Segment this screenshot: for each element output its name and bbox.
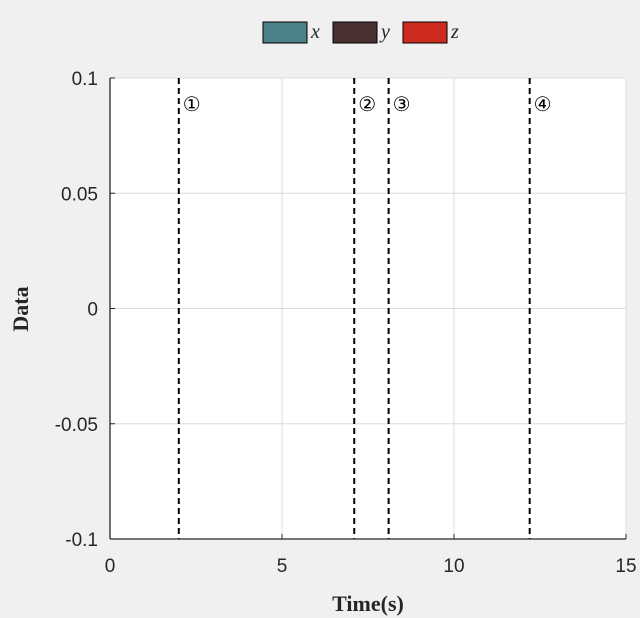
- legend-label: y: [379, 21, 390, 43]
- event-label: ④: [534, 92, 552, 116]
- tick-labels: 0 5 10 15 0.1 0.05 0 -0.05 -0.1: [55, 69, 637, 577]
- legend-label: z: [450, 21, 459, 43]
- legend: x y z: [262, 21, 459, 44]
- event-label: ②: [358, 92, 376, 116]
- y-tick-label: -0.1: [65, 530, 98, 551]
- event-label: ③: [393, 92, 411, 116]
- event-label: ①: [183, 92, 201, 116]
- x-tick-label: 0: [105, 556, 116, 577]
- legend-label: x: [310, 21, 320, 43]
- x-tick-label: 5: [277, 556, 288, 577]
- axes: [109, 77, 627, 540]
- y-tick-label: 0: [87, 300, 98, 321]
- legend-swatch: [402, 21, 448, 44]
- x-tick-label: 15: [615, 556, 636, 577]
- y-axis-title: Data: [8, 286, 33, 331]
- x-tick-label: 10: [443, 556, 464, 577]
- x-axis-title: Time(s): [332, 591, 404, 616]
- y-tick-label: 0.1: [72, 69, 98, 90]
- y-tick-label: 0.05: [61, 184, 98, 205]
- y-tick-label: -0.05: [55, 415, 98, 436]
- legend-swatch: [332, 21, 378, 44]
- legend-swatch: [262, 21, 308, 44]
